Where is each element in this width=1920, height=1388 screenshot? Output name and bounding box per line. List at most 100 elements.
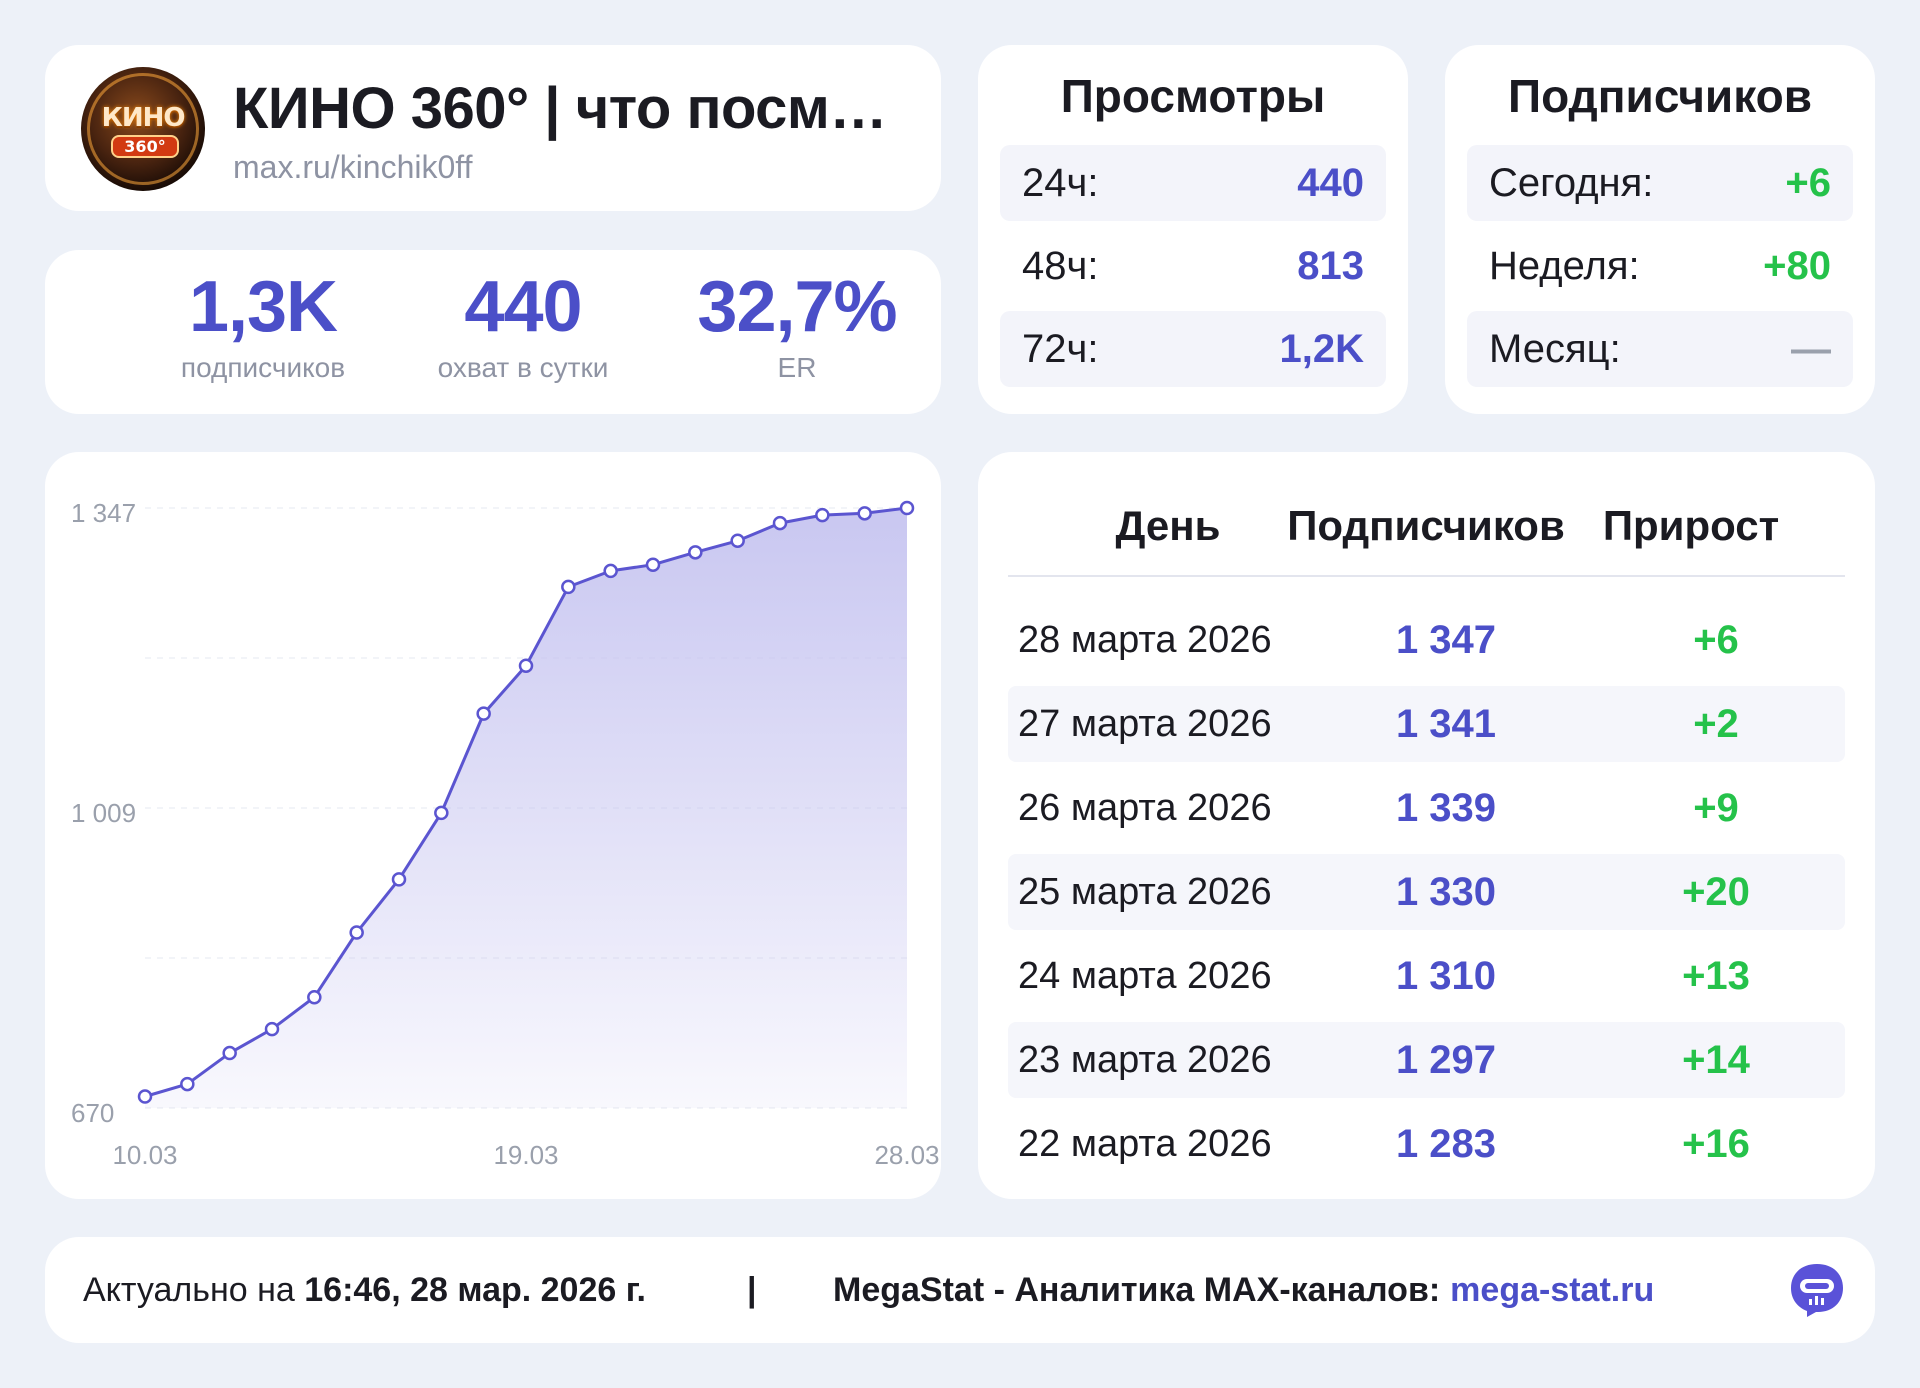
stat-label: подписчиков [180,351,346,383]
views-row-value: 813 [1297,243,1364,288]
footer-bar: Актуально на 16:46, 28 мар. 2026 г. | Me… [45,1237,1875,1343]
chart-point[interactable] [518,658,534,674]
subscribers-chart-card: 1 347 1 009 670 10.03 19.03 28.03 [45,452,941,1199]
channel-title: КИНО 360° | что посм… [233,76,887,141]
chart-point[interactable] [307,989,322,1005]
table-cell-subscribers: 1 341 [1395,702,1497,746]
table-cell-day: 22 марта 2026 [1018,1123,1272,1165]
views-row-72h: 72ч: 1,2K [1000,311,1386,387]
stat-reach: 440 охват в сутки [393,267,653,384]
megastat-chat-bubble-icon[interactable] [1787,1261,1847,1319]
stat-value: 440 [464,267,582,347]
chart-point[interactable] [137,1089,153,1104]
avatar-ring [87,73,199,185]
chart-point[interactable] [730,533,745,549]
chart-point[interactable] [857,506,872,521]
subscribers-row-label: Неделя: [1489,243,1640,288]
table-cell-day: 23 марта 2026 [1018,1039,1272,1081]
footer-brand-text: MegaStat - Аналитика MAX-каналов: [833,1271,1441,1309]
table-row: 27 марта 2026 1 341 +2 [1008,686,1845,762]
chart-point[interactable] [349,925,364,940]
chart-x-tick-label: 19.03 [493,1140,558,1170]
subscribers-row-label: Месяц: [1489,326,1621,371]
footer-updated: Актуально на 16:46, 28 мар. 2026 г. [83,1237,646,1343]
daily-subscribers-table: День Подписчиков Прирост 28 марта 2026 1 … [978,452,1875,1199]
table-cell-growth: +16 [1682,1122,1750,1166]
chart-point[interactable] [180,1076,195,1092]
avatar-logo-number: 360° [111,135,179,158]
footer-brand: MegaStat - Аналитика MAX-каналов: mega-st… [833,1237,1654,1343]
views-row-24h: 24ч: 440 [1000,145,1386,221]
subscribers-card: Подписчиков Сегодня: +6 Неделя: +80 Меся… [1445,45,1875,414]
table-cell-subscribers: 1 347 [1395,618,1497,662]
table-cell-growth: +6 [1693,618,1739,662]
footer-prefix: Актуально на [83,1271,295,1309]
table-cell-growth: +14 [1682,1038,1750,1082]
chart-point[interactable] [264,1021,280,1037]
chart-point[interactable] [561,579,576,595]
subscribers-line-chart: 1 347 1 009 670 10.03 19.03 28.03 [71,498,940,1170]
views-row-label: 24ч: [1022,160,1099,205]
table-row: 28 марта 2026 1 347 +6 [1008,602,1845,678]
table-cell-subscribers: 1 310 [1395,954,1497,998]
table-row: 25 марта 2026 1 330 +20 [1008,854,1845,930]
views-row-value: 1,2K [1279,326,1365,371]
table-header-day: День [1115,502,1221,549]
chart-area-fill [145,508,907,1108]
chart-point[interactable] [603,563,618,579]
subscribers-row-value: — [1791,326,1831,371]
subscribers-row-week: Неделя: +80 [1467,228,1853,304]
table-cell-day: 24 марта 2026 [1018,955,1272,997]
table-cell-growth: +20 [1682,870,1750,914]
chart-point[interactable] [645,557,661,572]
table-header-growth: Прирост [1602,502,1780,549]
subscribers-row-month: Месяц: — [1467,311,1853,387]
subscribers-title: Подписчиков [1508,70,1812,122]
table-row: 23 марта 2026 1 297 +14 [1008,1022,1845,1098]
stat-label: ER [777,351,817,383]
table-row: 26 марта 2026 1 339 +9 [1008,770,1845,846]
views-row-label: 48ч: [1022,243,1099,288]
chart-y-tick-label: 670 [71,1098,114,1128]
chart-point[interactable] [815,507,830,523]
chart-point[interactable] [391,872,407,887]
table-cell-day: 26 марта 2026 [1018,787,1272,829]
chart-point[interactable] [434,805,449,821]
channel-link[interactable]: max.ru/kinchik0ff [233,149,473,185]
summary-stats-card: 1,3K подписчиков 440 охват в сутки 32,7%… [45,250,941,414]
table-cell-growth: +9 [1693,786,1739,830]
footer-separator: | [747,1271,757,1309]
table-header-subscribers: Подписчиков [1287,502,1565,549]
stat-er: 32,7% ER [667,267,927,384]
views-row-48h: 48ч: 813 [1000,228,1386,304]
chart-point[interactable] [772,515,788,531]
channel-card: КИНО 360° КИНО 360° | что посм… max.ru/k… [45,45,941,211]
stat-value: 32,7% [697,267,897,347]
chart-point[interactable] [899,500,915,516]
chart-x-tick-label: 28.03 [874,1140,939,1170]
subscribers-row-value: +80 [1763,243,1831,288]
footer-site-link[interactable]: mega-stat.ru [1450,1271,1655,1309]
chart-point[interactable] [688,545,703,560]
subscribers-row-value: +6 [1785,160,1831,205]
table-cell-subscribers: 1 330 [1395,870,1497,914]
table-row: 24 марта 2026 1 310 +13 [1008,938,1845,1014]
table-divider [1008,575,1845,577]
table-cell-growth: +13 [1682,954,1750,998]
subscribers-row-today: Сегодня: +6 [1467,145,1853,221]
table-row: 22 марта 2026 1 283 +16 [1008,1106,1845,1182]
avatar-logo-word: КИНО [101,103,186,133]
chart-point[interactable] [476,706,491,721]
table-cell-day: 25 марта 2026 [1018,871,1272,913]
subscribers-row-label: Сегодня: [1489,160,1654,205]
table-cell-subscribers: 1 283 [1395,1122,1497,1166]
channel-avatar[interactable]: КИНО 360° [81,67,205,191]
table-cell-day: 28 марта 2026 [1018,619,1272,661]
chart-y-tick-label: 1 009 [71,798,136,828]
stat-value: 1,3K [188,267,338,347]
table-cell-subscribers: 1 297 [1395,1038,1497,1082]
table-cell-day: 27 марта 2026 [1018,703,1272,745]
table-cell-subscribers: 1 339 [1395,786,1497,830]
views-row-value: 440 [1297,160,1364,205]
chart-point[interactable] [222,1045,237,1061]
